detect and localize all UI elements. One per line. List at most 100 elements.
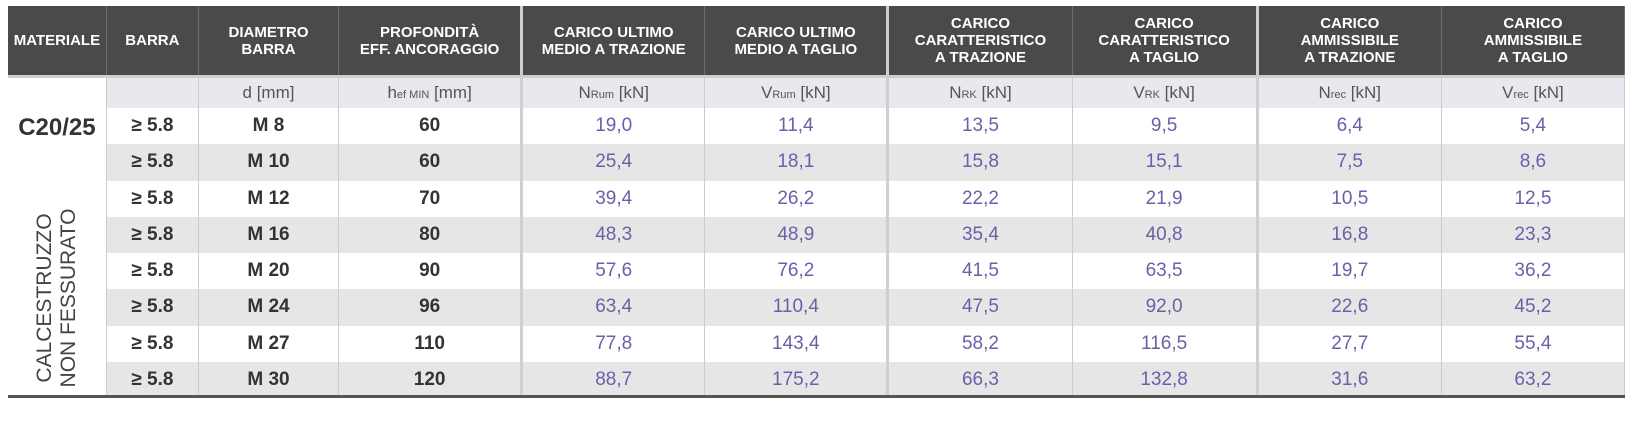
cell-diameter: M 24 bbox=[198, 289, 340, 326]
cell-diameter: M 30 bbox=[198, 361, 340, 398]
cell-hef: 60 bbox=[338, 108, 524, 145]
units-row: d [mm] hef MIN [mm] NRum [kN] VRum [kN] … bbox=[8, 76, 1626, 108]
cell-hef: 96 bbox=[338, 289, 524, 326]
cell-v-rum: 26,2 bbox=[704, 180, 890, 217]
cell-v-rum: 11,4 bbox=[704, 108, 890, 145]
header-carico-ultimo-taglio: CARICO ULTIMO MEDIO A TAGLIO bbox=[704, 6, 890, 78]
unit-hef: hef MIN [mm] bbox=[338, 76, 524, 108]
cell-bar: ≥ 5.8 bbox=[106, 253, 199, 290]
cell-v-rec: 45,2 bbox=[1441, 289, 1626, 326]
concrete-grade: C20/25 bbox=[18, 114, 96, 141]
header-row: MATERIALE BARRA DIAMETRO BARRA PROFONDIT… bbox=[8, 6, 1626, 78]
unit-n-rk: NRK [kN] bbox=[887, 76, 1073, 108]
table-row: ≥ 5.8 M 24 96 63,4 110,4 47,5 92,0 22,6 45,2 bbox=[8, 289, 1626, 326]
unit-d: d [mm] bbox=[198, 76, 340, 108]
cell-n-rum: 63,4 bbox=[521, 289, 706, 326]
table-row: ≥ 5.8 M 20 90 57,6 76,2 41,5 63,5 19,7 36,2 bbox=[8, 253, 1626, 290]
cell-diameter: M 12 bbox=[198, 180, 340, 217]
cell-n-rum: 77,8 bbox=[521, 325, 706, 362]
header-carico-ultimo-trazione: CARICO ULTIMO MEDIO A TRAZIONE bbox=[521, 6, 706, 78]
cell-n-rec: 27,7 bbox=[1257, 325, 1442, 362]
cell-hef: 70 bbox=[338, 180, 524, 217]
cell-v-rk: 15,1 bbox=[1072, 144, 1259, 181]
cell-diameter: M 16 bbox=[198, 216, 340, 253]
cell-n-rk: 41,5 bbox=[887, 253, 1073, 290]
cell-v-rk: 116,5 bbox=[1072, 325, 1259, 362]
cell-v-rk: 132,8 bbox=[1072, 361, 1259, 398]
cell-diameter: M 10 bbox=[198, 144, 340, 181]
unit-v-rum: VRum [kN] bbox=[704, 76, 890, 108]
cell-hef: 80 bbox=[338, 216, 524, 253]
cell-hef: 90 bbox=[338, 253, 524, 290]
cell-bar: ≥ 5.8 bbox=[106, 361, 199, 398]
cell-v-rum: 175,2 bbox=[704, 361, 890, 398]
cell-v-rum: 143,4 bbox=[704, 325, 890, 362]
cell-v-rum: 48,9 bbox=[704, 216, 890, 253]
cell-hef: 120 bbox=[338, 361, 524, 398]
cell-n-rk: 58,2 bbox=[887, 325, 1073, 362]
header-barra: BARRA bbox=[106, 6, 199, 78]
header-profondita: PROFONDITÀ EFF. ANCORAGGIO bbox=[338, 6, 524, 78]
header-materiale: MATERIALE bbox=[8, 6, 107, 78]
cell-n-rec: 6,4 bbox=[1257, 108, 1442, 145]
header-carico-caratteristico-trazione: CARICO CARATTERISTICO A TRAZIONE bbox=[887, 6, 1073, 78]
cell-v-rec: 55,4 bbox=[1441, 325, 1626, 362]
cell-v-rk: 9,5 bbox=[1072, 108, 1259, 145]
material-label: CALCESTRUZZO NON FESSURATO bbox=[33, 209, 81, 388]
cell-n-rk: 66,3 bbox=[887, 361, 1073, 398]
unit-n-rum: NRum [kN] bbox=[521, 76, 706, 108]
cell-v-rum: 76,2 bbox=[704, 253, 890, 290]
load-table-container: MATERIALE BARRA DIAMETRO BARRA PROFONDIT… bbox=[8, 6, 1626, 398]
units-blank-bar bbox=[106, 76, 199, 108]
cell-n-rum: 25,4 bbox=[521, 144, 706, 181]
cell-bar: ≥ 5.8 bbox=[106, 325, 199, 362]
cell-n-rum: 48,3 bbox=[521, 216, 706, 253]
cell-n-rum: 88,7 bbox=[521, 361, 706, 398]
cell-n-rum: 19,0 bbox=[521, 108, 706, 145]
cell-n-rk: 13,5 bbox=[887, 108, 1073, 145]
table-row: ≥ 5.8 M 16 80 48,3 48,9 35,4 40,8 16,8 23,3 bbox=[8, 216, 1626, 253]
cell-n-rec: 22,6 bbox=[1257, 289, 1442, 326]
unit-n-rec: Nrec [kN] bbox=[1257, 76, 1442, 108]
cell-diameter: M 8 bbox=[198, 108, 340, 145]
cell-bar: ≥ 5.8 bbox=[106, 144, 199, 181]
table-row: ≥ 5.8 M 30 120 88,7 175,2 66,3 132,8 31,6 63,2 bbox=[8, 361, 1626, 398]
cell-n-rk: 15,8 bbox=[887, 144, 1073, 181]
material-cell: C20/25 CALCESTRUZZO NON FESSURATO bbox=[8, 108, 107, 398]
cell-v-rk: 92,0 bbox=[1072, 289, 1259, 326]
units-blank-material bbox=[8, 76, 107, 108]
cell-bar: ≥ 5.8 bbox=[106, 216, 199, 253]
cell-n-rec: 10,5 bbox=[1257, 180, 1442, 217]
cell-n-rec: 31,6 bbox=[1257, 361, 1442, 398]
cell-diameter: M 20 bbox=[198, 253, 340, 290]
cell-n-rec: 7,5 bbox=[1257, 144, 1442, 181]
cell-v-rum: 18,1 bbox=[704, 144, 890, 181]
material-label-line2: NON FESSURATO bbox=[56, 208, 80, 388]
cell-n-rum: 57,6 bbox=[521, 253, 706, 290]
cell-bar: ≥ 5.8 bbox=[106, 180, 199, 217]
cell-v-rec: 63,2 bbox=[1441, 361, 1626, 398]
cell-bar: ≥ 5.8 bbox=[106, 108, 199, 145]
cell-diameter: M 27 bbox=[198, 325, 340, 362]
cell-hef: 60 bbox=[338, 144, 524, 181]
cell-v-rec: 8,6 bbox=[1441, 144, 1626, 181]
material-label-line1: CALCESTRUZZO bbox=[32, 213, 56, 383]
cell-n-rum: 39,4 bbox=[521, 180, 706, 217]
cell-n-rk: 47,5 bbox=[887, 289, 1073, 326]
cell-n-rec: 16,8 bbox=[1257, 216, 1442, 253]
header-diametro: DIAMETRO BARRA bbox=[198, 6, 340, 78]
cell-v-rec: 5,4 bbox=[1441, 108, 1626, 145]
table-row: ≥ 5.8 M 10 60 25,4 18,1 15,8 15,1 7,5 8,6 bbox=[8, 144, 1626, 181]
header-carico-ammissibile-trazione: CARICO AMMISSIBILE A TRAZIONE bbox=[1257, 6, 1442, 78]
cell-hef: 110 bbox=[338, 325, 524, 362]
cell-n-rk: 35,4 bbox=[887, 216, 1073, 253]
anchor-load-table: MATERIALE BARRA DIAMETRO BARRA PROFONDIT… bbox=[8, 6, 1626, 398]
cell-v-rk: 63,5 bbox=[1072, 253, 1259, 290]
header-carico-ammissibile-taglio: CARICO AMMISSIBILE A TAGLIO bbox=[1441, 6, 1626, 78]
header-carico-caratteristico-taglio: CARICO CARATTERISTICO A TAGLIO bbox=[1072, 6, 1259, 78]
cell-v-rec: 12,5 bbox=[1441, 180, 1626, 217]
cell-v-rec: 36,2 bbox=[1441, 253, 1626, 290]
cell-n-rec: 19,7 bbox=[1257, 253, 1442, 290]
cell-v-rum: 110,4 bbox=[704, 289, 890, 326]
